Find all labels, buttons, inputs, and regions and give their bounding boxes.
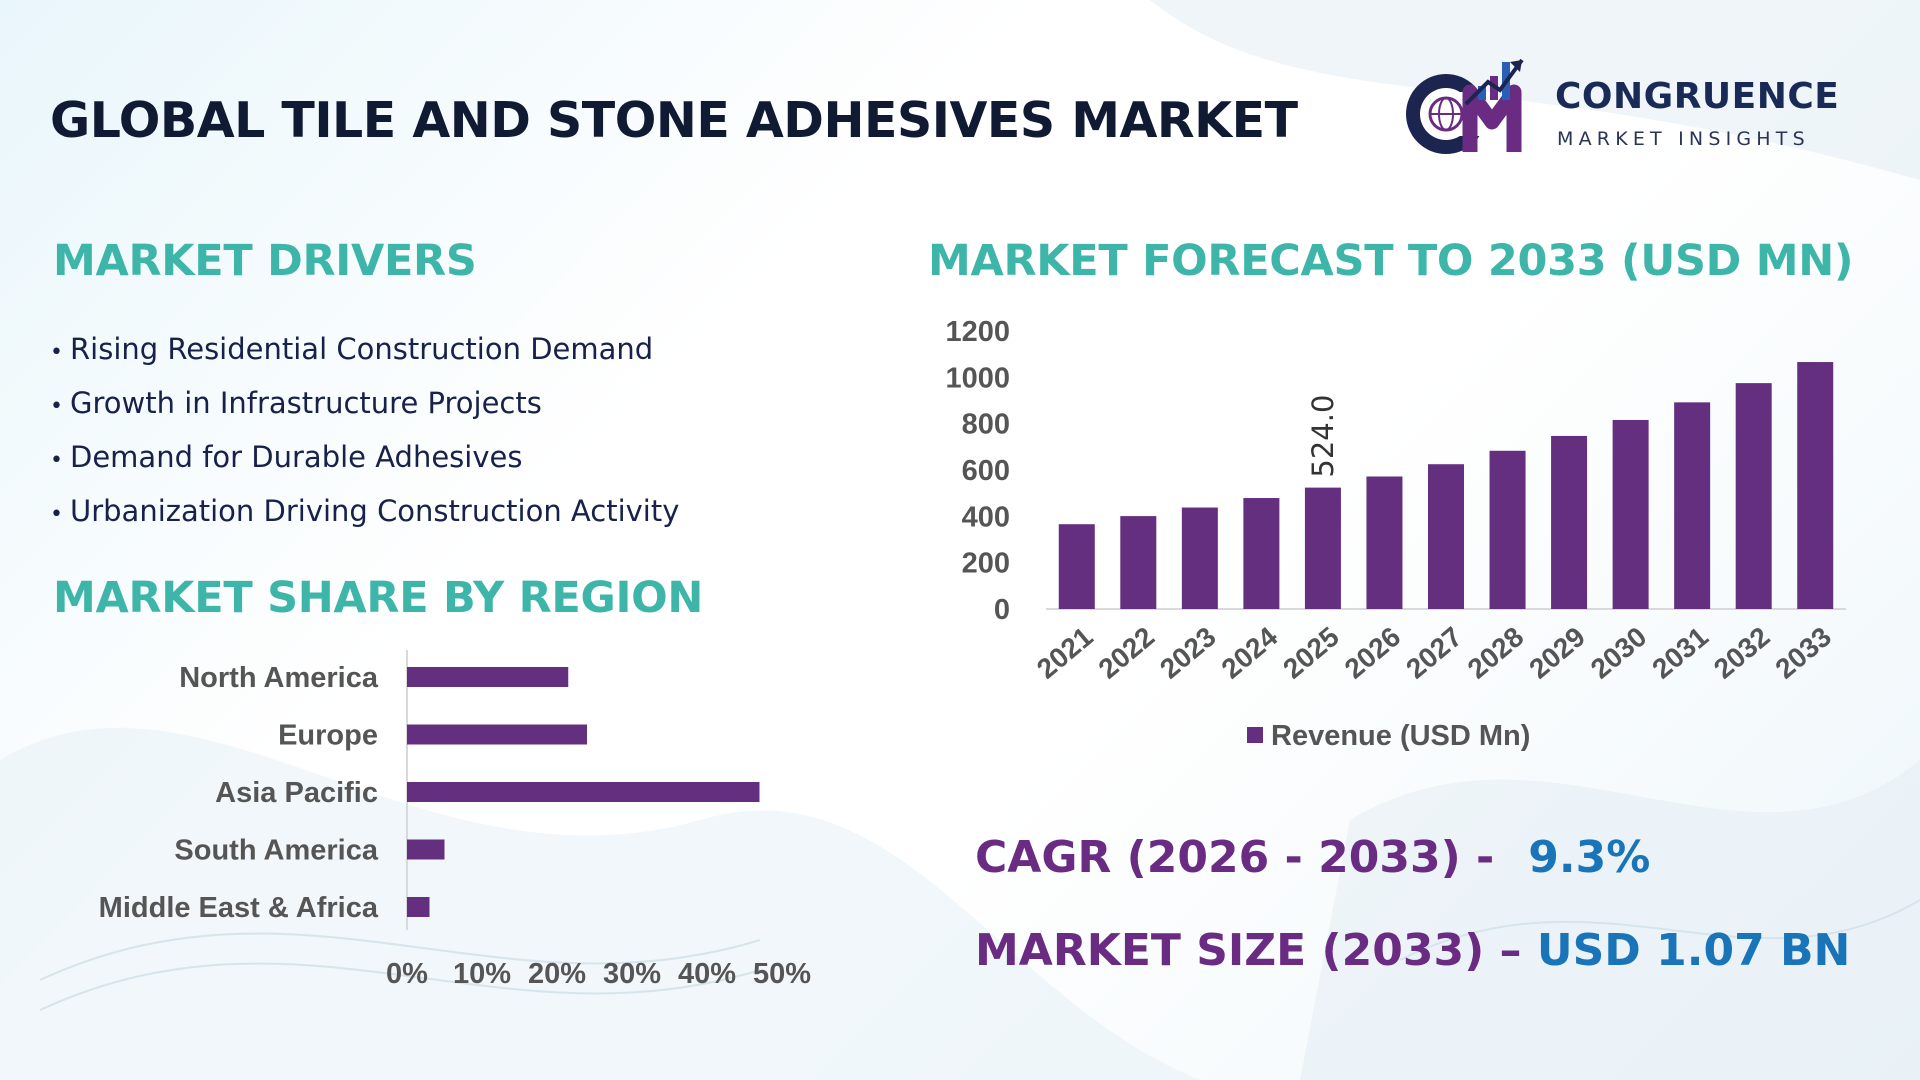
region-bar [407, 839, 445, 860]
forecast-y-tick: 600 [962, 455, 1010, 487]
forecast-y-tick: 200 [962, 548, 1010, 580]
region-category-label: Europe [278, 720, 378, 752]
region-bar [407, 897, 430, 917]
legend-swatch [1247, 727, 1263, 743]
bullet-icon: • [50, 394, 63, 419]
forecast-bar [1735, 383, 1772, 609]
market-size-value: USD 1.07 BN [1536, 925, 1851, 976]
forecast-x-tick: 2031 [1646, 621, 1714, 685]
forecast-title: MARKET FORECAST TO 2033 (USD MN) [928, 236, 1854, 286]
company-logo: CONGRUENCE MARKET INSIGHTS [1400, 52, 1880, 162]
driver-text: Demand for Durable Adhesives [70, 440, 523, 474]
driver-item: • Rising Residential Construction Demand [50, 322, 679, 376]
forecast-x-tick: 2022 [1093, 621, 1161, 685]
region-share-chart: North America Europe Asia Pacific South Ame… [99, 650, 811, 990]
forecast-bar [1304, 487, 1341, 609]
forecast-y-tick: 1000 [945, 362, 1010, 394]
forecast-x-tick: 2029 [1523, 621, 1591, 685]
market-drivers-title: MARKET DRIVERS [53, 236, 477, 286]
forecast-bar [1120, 516, 1157, 609]
cagr-metric: CAGR (2026 - 2033) - 9.3% [975, 832, 1650, 883]
driver-item: • Demand for Durable Adhesives [50, 430, 679, 484]
forecast-chart: 0200400600800100012002021202220232024202… [945, 316, 1846, 752]
region-x-tick: 50% [753, 958, 811, 990]
market-size-label: MARKET SIZE (2033) – [975, 925, 1522, 976]
logo-tagline: MARKET INSIGHTS [1557, 128, 1810, 150]
legend-label: Revenue (USD Mn) [1271, 720, 1530, 752]
forecast-data-label: 524.0 [1306, 395, 1340, 478]
region-category-label: South America [174, 835, 378, 867]
forecast-bar [1181, 507, 1218, 609]
forecast-y-tick: 400 [962, 501, 1010, 533]
forecast-y-tick: 0 [994, 594, 1010, 626]
region-share-title: MARKET SHARE BY REGION [53, 573, 704, 623]
forecast-x-tick: 2030 [1585, 621, 1653, 685]
forecast-y-tick: 1200 [945, 316, 1010, 348]
forecast-x-tick: 2033 [1769, 621, 1837, 685]
forecast-y-tick: 800 [962, 409, 1010, 441]
forecast-bar [1428, 464, 1464, 609]
bullet-icon: • [50, 448, 63, 473]
driver-item: • Urbanization Driving Construction Activ… [50, 484, 679, 538]
forecast-bar [1366, 476, 1403, 609]
forecast-bar [1489, 450, 1526, 609]
cagr-value: 9.3% [1528, 832, 1651, 883]
region-bar [407, 782, 760, 802]
region-bar [407, 724, 587, 745]
forecast-x-tick: 2021 [1031, 621, 1099, 685]
forecast-bar [1674, 402, 1711, 609]
forecast-x-tick: 2028 [1462, 621, 1530, 685]
region-category-label: North America [179, 662, 379, 694]
forecast-x-tick: 2024 [1216, 621, 1284, 685]
market-drivers-list: • Rising Residential Construction Demand … [50, 322, 679, 538]
page-title: GLOBAL TILE AND STONE ADHESIVES MARKET [50, 92, 1298, 149]
forecast-x-tick: 2023 [1154, 621, 1222, 685]
forecast-bar [1551, 435, 1588, 609]
driver-text: Growth in Infrastructure Projects [70, 386, 542, 420]
forecast-bar [1612, 419, 1649, 609]
logo-wordmark: CONGRUENCE [1555, 76, 1840, 117]
cagr-label: CAGR (2026 - 2033) - [975, 832, 1495, 883]
region-x-tick: 20% [528, 958, 586, 990]
forecast-x-tick: 2026 [1339, 621, 1407, 685]
region-x-tick: 30% [603, 958, 661, 990]
forecast-bar [1243, 498, 1280, 609]
driver-text: Urbanization Driving Construction Activi… [70, 494, 680, 528]
region-category-label: Middle East & Africa [99, 892, 379, 924]
region-category-label: Asia Pacific [215, 777, 378, 809]
region-x-tick: 0% [386, 958, 428, 990]
logo-mark-icon [1406, 58, 1524, 154]
driver-item: • Growth in Infrastructure Projects [50, 376, 679, 430]
bullet-icon: • [50, 340, 63, 365]
region-x-tick: 10% [453, 958, 511, 990]
region-x-tick: 40% [678, 958, 736, 990]
region-bar [407, 667, 569, 687]
forecast-x-tick: 2025 [1277, 621, 1345, 685]
driver-text: Rising Residential Construction Demand [70, 332, 654, 366]
market-size-metric: MARKET SIZE (2033) – USD 1.07 BN [975, 925, 1850, 976]
forecast-bar [1797, 362, 1834, 609]
bullet-icon: • [50, 502, 63, 527]
forecast-x-tick: 2032 [1708, 621, 1776, 685]
forecast-bar [1058, 524, 1095, 609]
forecast-x-tick: 2027 [1400, 621, 1468, 685]
